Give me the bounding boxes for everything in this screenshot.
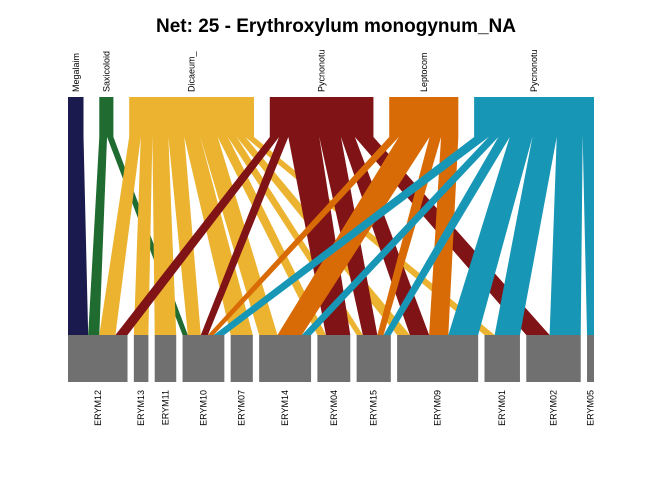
link-pycnonotus-1-to-erym10	[200, 137, 289, 335]
links-layer	[68, 137, 594, 335]
lower-node-label-erym07: ERYM07	[237, 390, 247, 426]
link-pycnonotus-2-to-erym02	[549, 137, 583, 335]
link-pycnonotus-1-to-erym04	[288, 137, 351, 335]
higher-node-label-megalaima: Megalaim	[71, 53, 81, 92]
link-pycnonotus-1-to-erym09	[340, 137, 430, 335]
lower-node-label-erym12: ERYM12	[93, 390, 103, 426]
lower-node-erym04	[317, 335, 351, 382]
higher-node-label-dicaeum: Dicaeum_	[187, 50, 197, 92]
link-dicaeum-to-erym07	[184, 137, 253, 335]
higher-node-label-pycnonotus-1: Pycnonotu	[317, 49, 327, 92]
lower-node-erym11	[154, 335, 177, 382]
lower-node-erym01	[484, 335, 520, 382]
lower-node-label-erym15: ERYM15	[369, 390, 379, 426]
lower-node-label-erym05: ERYM05	[586, 390, 596, 426]
link-pycnonotus-2-to-erym14	[301, 137, 499, 335]
lower-node-erym05	[587, 335, 594, 382]
link-pycnonotus-2-to-erym10	[213, 137, 489, 335]
lower-nodes-layer: ERYM12 ERYM13 ERYM11 ERYM10 ERYM07 ERYM14 ERYM…	[68, 335, 596, 426]
lower-node-erym13	[133, 335, 149, 382]
higher-nodes-layer: Megalaim Saxicoloid Dicaeum_ Pycnonotu Lepto…	[68, 49, 594, 137]
higher-node-label-leptocoma: Leptocom	[419, 52, 429, 92]
link-pycnonotus-2-to-erym01	[494, 137, 557, 335]
link-megalaima-to-erym12	[68, 137, 89, 335]
higher-node-dicaeum	[129, 97, 254, 137]
lower-node-label-erym02: ERYM02	[548, 390, 558, 426]
lower-node-erym07	[230, 335, 253, 382]
chart-title: Net: 25 - Erythroxylum monogynum_NA	[156, 16, 516, 37]
link-dicaeum-to-erym12	[99, 137, 141, 335]
lower-node-label-erym10: ERYM10	[198, 390, 208, 426]
higher-node-saxicoloides	[99, 97, 114, 137]
lower-node-label-erym04: ERYM04	[329, 390, 339, 426]
lower-node-erym09	[397, 335, 479, 382]
link-pycnonotus-2-to-erym15	[383, 137, 510, 335]
link-dicaeum-to-erym13	[133, 137, 153, 335]
higher-node-label-pycnonotus-2: Pycnonotu	[529, 49, 539, 92]
link-dicaeum-to-erym04	[217, 137, 326, 335]
link-leptocoma-to-erym15	[377, 137, 442, 335]
lower-node-erym10	[182, 335, 225, 382]
link-leptocoma-to-erym10	[207, 137, 399, 335]
higher-node-leptocoma	[389, 97, 459, 137]
link-saxicoloides-to-erym12	[88, 137, 108, 335]
link-pycnonotus-2-to-erym05	[582, 137, 594, 335]
lower-node-erym14	[259, 335, 312, 382]
lower-node-erym15	[356, 335, 391, 382]
lower-node-erym12	[68, 335, 128, 382]
higher-node-label-saxicoloides: Saxicoloid	[101, 51, 111, 92]
lower-node-label-erym01: ERYM01	[497, 390, 507, 426]
lower-node-label-erym09: ERYM09	[433, 390, 443, 426]
higher-node-pycnonotus-1	[269, 97, 374, 137]
link-pycnonotus-2-to-erym09	[448, 137, 533, 335]
lower-node-label-erym13: ERYM13	[136, 390, 146, 426]
lower-node-erym02	[526, 335, 581, 382]
link-dicaeum-to-erym10	[168, 137, 201, 335]
higher-node-pycnonotus-2	[474, 97, 594, 137]
link-pycnonotus-1-to-erym12	[115, 137, 280, 335]
higher-node-megalaima	[68, 97, 84, 137]
lower-node-label-erym14: ERYM14	[280, 390, 290, 426]
lower-node-label-erym11: ERYM11	[160, 390, 170, 425]
